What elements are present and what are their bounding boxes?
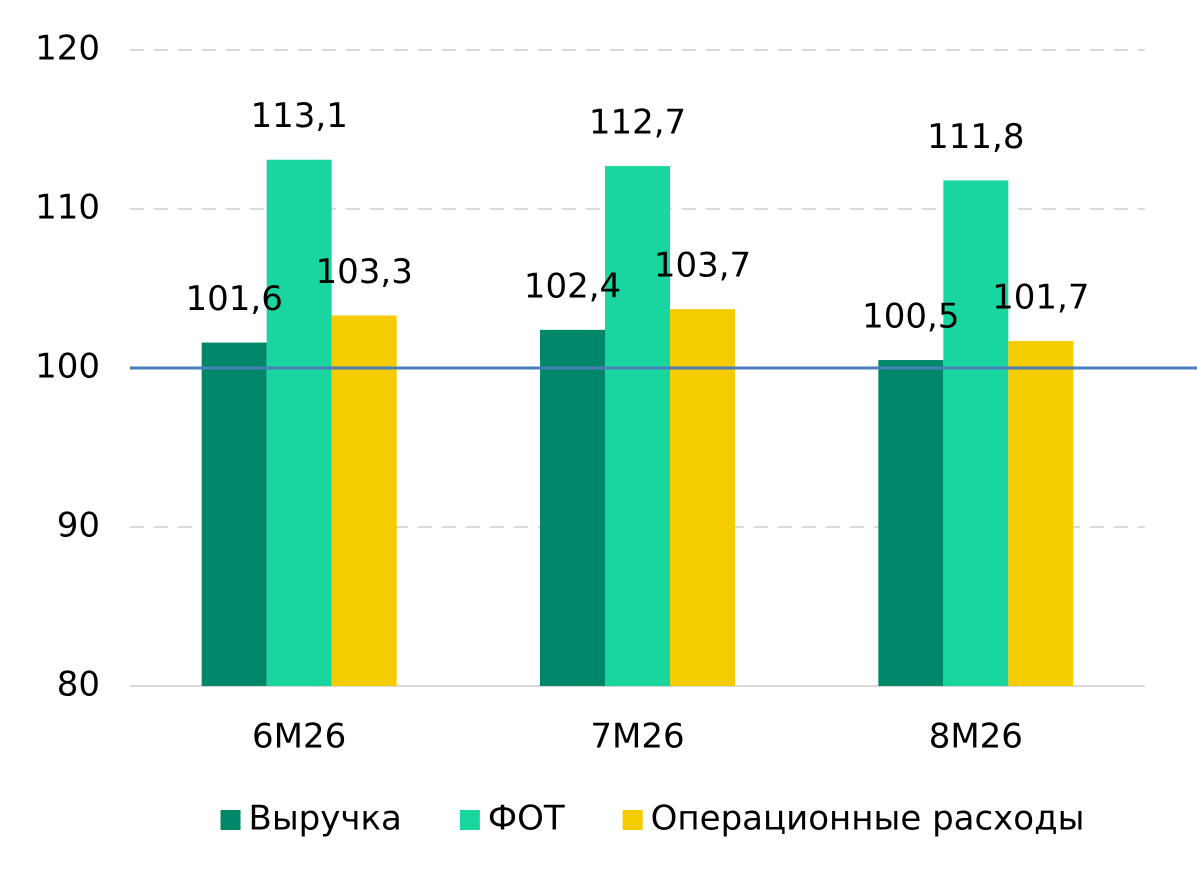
data-label: 103,7 [654,246,751,286]
y-tick-label: 110 [35,188,100,228]
legend-swatch [220,810,241,830]
bar [878,360,944,686]
data-label: 101,6 [185,279,282,319]
bar [670,309,735,686]
bar [605,166,670,686]
bar [266,159,332,686]
data-label: 100,5 [862,297,959,337]
legend-label: Выручка [249,799,402,839]
bar [943,180,1009,686]
y-tick-label: 120 [35,29,100,69]
bar [1008,340,1074,686]
y-tick-label: 90 [57,506,100,546]
data-label: 101,7 [992,277,1089,317]
data-label: 112,7 [589,103,686,143]
legend-label: Операционные расходы [651,799,1085,839]
legend-label: ФОТ [488,799,565,839]
bar [331,315,397,686]
y-tick-label: 80 [57,665,100,705]
legend-swatch [459,810,480,830]
x-tick-label: 8M26 [929,717,1023,757]
data-label: 103,3 [315,252,412,292]
bar [540,329,605,686]
y-tick-label: 100 [35,347,100,387]
legend-swatch [622,810,643,830]
data-label: 113,1 [250,96,347,136]
bar [201,342,267,686]
data-label: 111,8 [927,117,1024,157]
x-tick-label: 7M26 [590,717,684,757]
x-tick-label: 6M26 [252,717,346,757]
data-label: 102,4 [524,266,621,306]
